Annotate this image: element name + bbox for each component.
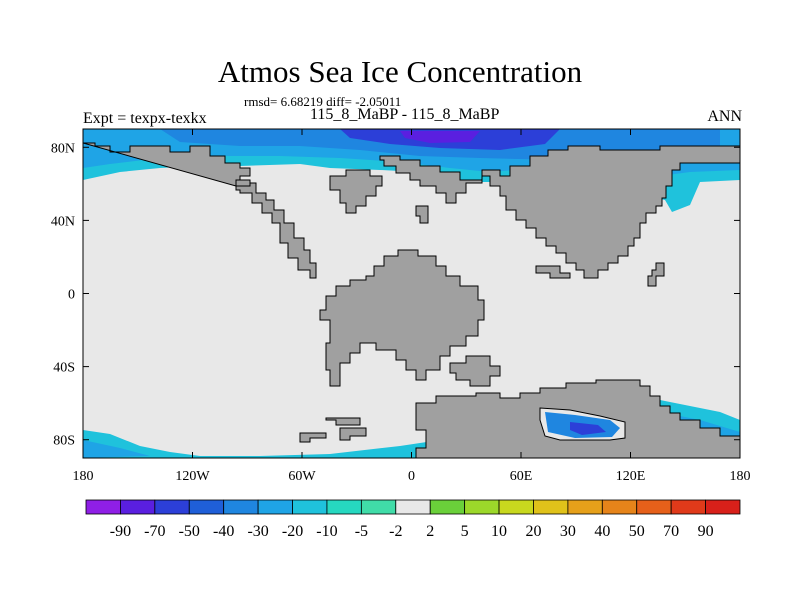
season-label: ANN (707, 108, 742, 125)
y-tick-label: 80S (53, 434, 75, 449)
colorbar-swatch (464, 499, 500, 515)
colorbar-swatch (360, 499, 397, 515)
land-small-island-2 (535, 265, 571, 279)
colorbar-swatch (567, 499, 603, 515)
colorbar-label: 50 (629, 523, 645, 540)
colorbar-swatch (188, 499, 225, 515)
colorbar-label: -50 (179, 523, 200, 540)
colorbar-swatch (636, 499, 672, 515)
colorbar-swatch (670, 499, 706, 515)
arctic-anomaly-peak (400, 131, 480, 143)
y-tick-label: 40N (51, 214, 75, 229)
land-north-america (83, 142, 317, 279)
land-eurasia (379, 145, 740, 279)
experiment-label: Expt = texpx-texkx (83, 110, 207, 127)
colorbar-label: 40 (594, 523, 610, 540)
colorbar-swatch (601, 499, 638, 515)
land-south-america (319, 249, 485, 387)
colorbar: -90 -70 -50 -40 -30 -20 -10 -5 -2 2 5 10 20 30 40 50 70 9… (85, 499, 741, 540)
colorbar-label: 20 (525, 523, 541, 540)
colorbar-label: -20 (282, 523, 303, 540)
colorbar-swatch (395, 499, 431, 515)
land-greenland (329, 169, 383, 214)
colorbar-label: 90 (698, 523, 714, 540)
colorbar-swatch (154, 499, 190, 515)
land-africa-fragment (449, 355, 501, 387)
colorbar-label: -30 (247, 523, 268, 540)
y-tick-label: 40S (53, 361, 75, 376)
colorbar-swatch (120, 499, 156, 515)
colorbar-swatch (257, 499, 293, 515)
colorbar-swatch (429, 499, 466, 515)
land-masses (83, 142, 740, 458)
colorbar-label: -40 (213, 523, 234, 540)
land-small-island-7 (235, 179, 251, 187)
colorbar-label: -70 (144, 523, 165, 540)
colorbar-label: 70 (663, 523, 679, 540)
colorbar-label: -10 (316, 523, 337, 540)
x-tick-label: 180 (730, 469, 751, 484)
colorbar-swatch (705, 499, 741, 515)
x-tick-label: 0 (408, 469, 415, 484)
land-small-island-1 (647, 262, 665, 287)
colorbar-label: 2 (426, 523, 434, 540)
experiment-names: 115_8_MaBP - 115_8_MaBP (310, 106, 500, 123)
colorbar-label: -90 (110, 523, 131, 540)
embayment-anomaly-core-fill (570, 422, 606, 435)
colorbar-swatch (326, 499, 362, 515)
land-small-island-6 (339, 427, 367, 441)
axis-ticks: 180 120W 60W 0 60E 120E 180 80N 40N 0 40S 80S (51, 129, 751, 484)
chart-title: Atmos Sea Ice Concentration (217, 54, 583, 89)
x-tick-label: 60W (288, 469, 316, 484)
land-small-island-3 (415, 205, 429, 224)
land-small-island-4 (325, 417, 361, 426)
colorbar-label: 30 (560, 523, 576, 540)
x-tick-label: 120E (616, 469, 646, 484)
colorbar-label: 10 (491, 523, 507, 540)
colorbar-swatch (85, 499, 121, 515)
colorbar-swatch (533, 499, 569, 515)
x-tick-label: 120W (175, 469, 210, 484)
colorbar-swatch (498, 499, 534, 515)
x-tick-label: 180 (73, 469, 94, 484)
x-tick-label: 60E (510, 469, 533, 484)
colorbar-label: 5 (461, 523, 469, 540)
land-small-island-5 (299, 432, 327, 443)
colorbar-swatch (292, 499, 328, 515)
colorbar-label: -2 (389, 523, 402, 540)
colorbar-swatch (223, 499, 259, 515)
colorbar-label: -5 (355, 523, 368, 540)
y-tick-label: 0 (68, 288, 75, 303)
stats-text: rmsd= 6.68219 diff= -2.05011 (244, 94, 402, 109)
y-tick-label: 80N (51, 141, 75, 156)
